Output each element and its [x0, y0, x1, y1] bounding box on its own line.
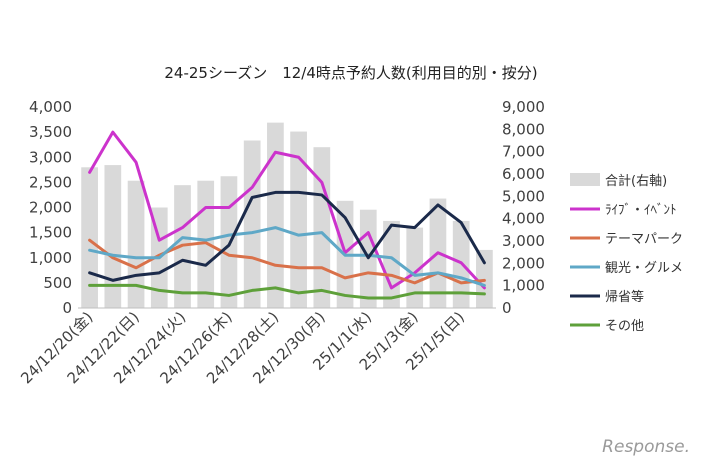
legend-label: ﾗｲﾌﾞ・ｲﾍﾞﾝﾄ: [605, 203, 677, 218]
y-right-tick-label: 5,000: [502, 187, 545, 205]
y-right-tick-label: 8,000: [502, 120, 545, 138]
y-right-tick-label: 0: [502, 299, 512, 317]
y-right-tick-label: 9,000: [502, 98, 545, 116]
y-left-tick-label: 2,500: [29, 173, 72, 191]
y-left-tick-label: 1,500: [29, 224, 72, 242]
watermark: Response.: [602, 437, 690, 457]
y-left-tick-label: 0: [62, 299, 72, 317]
y-right-tick-label: 1,000: [502, 277, 545, 295]
bar-8: [267, 122, 284, 308]
series-line-3: [88, 190, 486, 282]
legend-swatch-bar: [570, 173, 600, 186]
y-right-tick-label: 2,000: [502, 254, 545, 272]
chart-title: 24-25シーズン 12/4時点予約人数(利用目的別・按分): [164, 64, 537, 82]
legend-label: その他: [605, 319, 644, 334]
series-line-0: [88, 130, 486, 290]
series-line-2: [88, 226, 486, 287]
y-left-tick-label: 3,000: [29, 148, 72, 166]
bar-10: [313, 147, 331, 308]
y-left-tick-label: 3,500: [29, 123, 72, 141]
y-right-tick-label: 3,000: [502, 232, 545, 250]
y-right-tick-label: 6,000: [502, 165, 545, 183]
y-right-tick-label: 7,000: [502, 143, 545, 161]
y-right-tick-label: 4,000: [502, 210, 545, 228]
y-left-tick-label: 1,000: [29, 249, 72, 267]
legend-label: 観光・グルメ: [605, 261, 683, 276]
plot-area: 0 500 1,000 1,500 2,000 2,500 3,000 3,500 4,000 0…: [17, 98, 545, 387]
legend-label: 合計(右軸): [605, 173, 667, 189]
bar-7: [243, 140, 261, 308]
bar-1: [104, 165, 122, 308]
bar-9: [290, 131, 307, 308]
series-line-4: [88, 283, 486, 300]
y-left-tick-label: 4,000: [29, 98, 72, 116]
bar-2: [127, 180, 145, 308]
y-left-tick-label: 500: [43, 274, 72, 292]
bar-0: [81, 167, 98, 308]
legend-label: 帰省等: [605, 289, 644, 305]
series-line-1: [88, 238, 486, 285]
bar-14: [406, 227, 424, 308]
legend-label: テーマパーク: [605, 232, 683, 247]
y-left-tick-label: 2,000: [29, 199, 72, 217]
